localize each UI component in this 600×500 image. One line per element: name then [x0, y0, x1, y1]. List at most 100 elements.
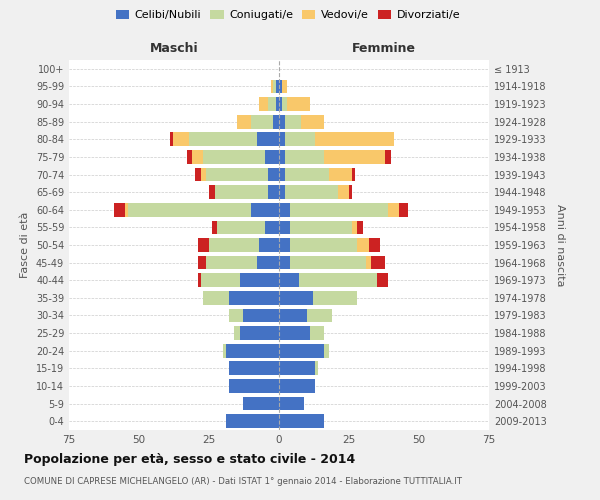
Bar	[400, 203, 408, 216]
Bar	[268, 97, 276, 111]
Bar	[276, 80, 279, 94]
Bar	[212, 220, 217, 234]
Bar	[173, 132, 190, 146]
Bar	[223, 344, 226, 358]
Bar	[358, 238, 368, 252]
Bar	[237, 115, 251, 128]
Bar	[316, 362, 318, 375]
Bar	[338, 186, 349, 199]
Bar	[290, 238, 358, 252]
Bar	[279, 115, 284, 128]
Bar	[301, 115, 324, 128]
Bar	[234, 326, 240, 340]
Bar	[200, 168, 206, 181]
Bar	[368, 238, 380, 252]
Bar	[352, 220, 358, 234]
Bar	[226, 344, 279, 358]
Bar	[209, 186, 215, 199]
Bar	[190, 132, 257, 146]
Bar	[200, 274, 240, 287]
Legend: Celibi/Nubili, Coniugati/e, Vedovi/e, Divorziati/e: Celibi/Nubili, Coniugati/e, Vedovi/e, Di…	[112, 6, 464, 25]
Bar	[203, 150, 265, 164]
Bar	[313, 291, 358, 304]
Bar	[128, 203, 251, 216]
Bar	[279, 132, 284, 146]
Bar	[366, 256, 371, 270]
Bar	[242, 396, 279, 410]
Bar	[229, 291, 279, 304]
Bar	[229, 362, 279, 375]
Bar	[287, 97, 310, 111]
Bar	[290, 203, 388, 216]
Bar	[279, 414, 324, 428]
Bar	[229, 379, 279, 393]
Bar	[187, 150, 192, 164]
Bar	[242, 308, 279, 322]
Bar	[259, 238, 279, 252]
Bar	[279, 274, 299, 287]
Bar	[349, 186, 352, 199]
Bar	[240, 274, 279, 287]
Bar	[226, 414, 279, 428]
Bar	[209, 238, 259, 252]
Bar	[251, 115, 274, 128]
Bar	[284, 150, 324, 164]
Bar	[206, 256, 257, 270]
Bar	[265, 220, 279, 234]
Bar	[274, 115, 279, 128]
Bar	[358, 220, 363, 234]
Bar	[279, 256, 290, 270]
Bar	[206, 168, 268, 181]
Bar	[279, 291, 313, 304]
Bar	[279, 396, 304, 410]
Bar	[282, 97, 287, 111]
Bar	[329, 168, 352, 181]
Bar	[279, 203, 290, 216]
Bar	[215, 186, 268, 199]
Bar	[324, 344, 329, 358]
Bar	[257, 256, 279, 270]
Bar	[279, 344, 324, 358]
Bar	[271, 80, 274, 94]
Text: Femmine: Femmine	[352, 42, 416, 54]
Bar	[284, 115, 301, 128]
Bar	[279, 379, 316, 393]
Bar	[251, 203, 279, 216]
Bar	[229, 308, 242, 322]
Bar	[279, 326, 310, 340]
Bar	[279, 220, 290, 234]
Bar	[279, 238, 290, 252]
Bar	[279, 168, 284, 181]
Bar	[192, 150, 203, 164]
Bar	[316, 132, 394, 146]
Bar	[268, 168, 279, 181]
Bar	[324, 150, 385, 164]
Bar	[282, 80, 287, 94]
Bar	[284, 186, 338, 199]
Bar	[125, 203, 128, 216]
Bar	[310, 326, 324, 340]
Bar	[284, 132, 316, 146]
Bar	[388, 203, 400, 216]
Bar	[217, 220, 265, 234]
Bar	[268, 186, 279, 199]
Bar	[203, 291, 229, 304]
Bar	[299, 274, 377, 287]
Y-axis label: Anni di nascita: Anni di nascita	[555, 204, 565, 286]
Text: COMUNE DI CAPRESE MICHELANGELO (AR) - Dati ISTAT 1° gennaio 2014 - Elaborazione : COMUNE DI CAPRESE MICHELANGELO (AR) - Da…	[24, 478, 462, 486]
Bar	[279, 186, 284, 199]
Bar	[195, 168, 200, 181]
Bar	[279, 150, 284, 164]
Bar	[279, 80, 282, 94]
Bar	[307, 308, 332, 322]
Bar	[259, 97, 268, 111]
Bar	[279, 362, 316, 375]
Bar	[290, 220, 352, 234]
Bar	[257, 132, 279, 146]
Bar	[377, 274, 388, 287]
Bar	[385, 150, 391, 164]
Text: Popolazione per età, sesso e stato civile - 2014: Popolazione per età, sesso e stato civil…	[24, 452, 355, 466]
Bar	[284, 168, 329, 181]
Y-axis label: Fasce di età: Fasce di età	[20, 212, 30, 278]
Bar	[274, 80, 276, 94]
